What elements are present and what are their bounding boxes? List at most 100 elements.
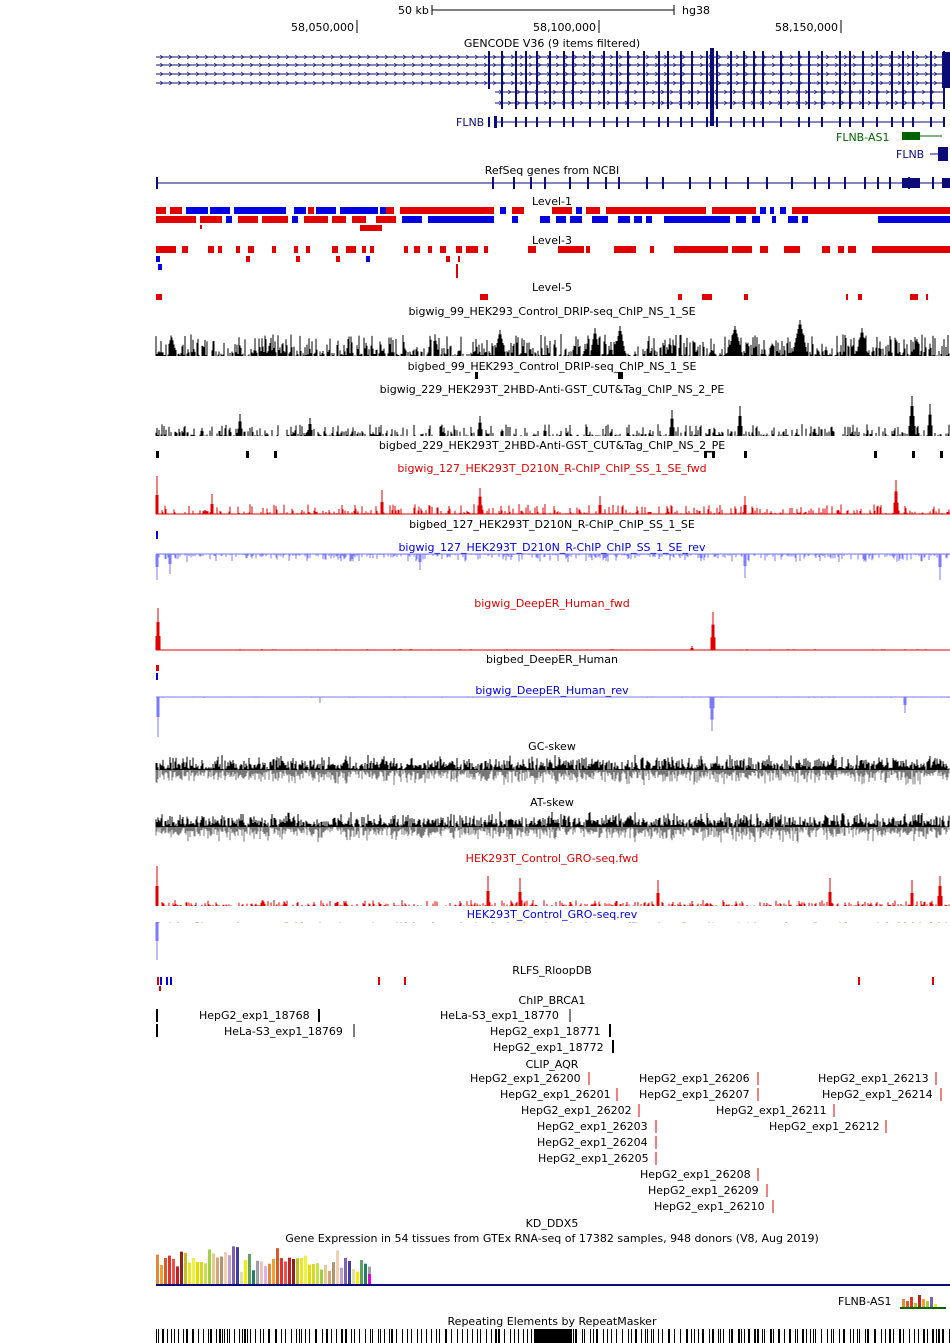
level-feature <box>926 294 928 300</box>
deeper-rev-track[interactable]: bigwig_DeepER_Human_rev <box>156 684 950 737</box>
bigwig-99-track[interactable]: bigwig_99_HEK293_Control_DRIP-seq_ChIP_N… <box>155 305 950 356</box>
repeat-element <box>451 1329 452 1343</box>
bed-feature[interactable] <box>156 531 158 539</box>
exon <box>616 97 618 109</box>
gtex-tissue-bar <box>922 1299 925 1307</box>
exon <box>680 51 682 63</box>
exon <box>488 59 490 71</box>
flnb-as1-feature[interactable] <box>902 132 920 140</box>
exon <box>563 97 565 109</box>
feature-label[interactable]: HepG2_exp1_26200 <box>470 1072 581 1085</box>
feature-label[interactable]: HepG2_exp1_26205 <box>538 1152 649 1165</box>
clip-aqr-track[interactable]: CLIP_AQR HepG2_exp1_26200 HepG2_exp1_2620… <box>470 1058 942 1213</box>
level-feature <box>712 207 756 214</box>
gc-skew-track[interactable]: GC-skew <box>155 740 950 785</box>
level-feature <box>316 207 336 214</box>
bed-feature[interactable] <box>156 665 159 671</box>
gencode-transcripts[interactable] <box>156 48 950 128</box>
base-position-ruler[interactable]: 50 kb hg38 58,050,000 58,100,000 58,150,… <box>291 4 842 34</box>
refseq-transcript[interactable] <box>156 177 950 189</box>
bed-feature[interactable] <box>618 372 623 379</box>
feature-label[interactable]: HeLa-S3_exp1_18769 <box>224 1025 343 1038</box>
exon <box>536 117 538 127</box>
feature-label[interactable]: HepG2_exp1_26207 <box>639 1088 750 1101</box>
gtex-tissue-bar <box>914 1303 917 1307</box>
bigwig-127-rev-track[interactable]: bigwig_127_HEK293T_D210N_R-ChIP_ChIP_SS_… <box>155 541 950 580</box>
track-title: HEK293T_Control_GRO-seq.fwd <box>466 852 639 865</box>
gro-seq-rev-track[interactable]: HEK293T_Control_GRO-seq.rev <box>155 908 947 960</box>
refseq-track[interactable]: RefSeq genes from NCBI <box>156 164 950 189</box>
track-title: bigwig_229_HEK293T_2HBD-Anti-GST_CUT&Tag… <box>380 383 725 396</box>
bigwig-229-track[interactable]: bigwig_229_HEK293T_2HBD-Anti-GST_CUT&Tag… <box>155 383 950 436</box>
level-feature <box>552 207 572 214</box>
gro-seq-fwd-track[interactable]: HEK293T_Control_GRO-seq.fwd <box>155 852 950 906</box>
bigbed-99-track[interactable]: bigbed_99_HEK293_Control_DRIP-seq_ChIP_N… <box>408 360 697 379</box>
feature-label[interactable]: HepG2_exp1_26206 <box>639 1072 750 1085</box>
feature-label[interactable]: HepG2_exp1_26208 <box>640 1168 751 1181</box>
track-title: Gene Expression in 54 tissues from GTEx … <box>285 1232 819 1245</box>
repeat-element <box>731 1329 733 1343</box>
feature-label[interactable]: HepG2_exp1_18771 <box>490 1025 601 1038</box>
gtex-tissue-bar <box>216 1257 219 1284</box>
bigbed-229-track[interactable]: bigbed_229_HEK293T_2HBD-Anti-GST_CUT&Tag… <box>156 439 943 458</box>
level-feature <box>614 246 636 253</box>
signal-bars <box>155 476 950 514</box>
repeat-element <box>859 1329 860 1343</box>
bed-feature[interactable] <box>475 372 478 379</box>
level-feature <box>332 216 346 223</box>
feature-label[interactable]: HepG2_exp1_26214 <box>822 1088 933 1101</box>
level-5-track[interactable]: Level-5 <box>156 281 928 300</box>
repeat-element <box>748 1329 750 1343</box>
feature-label[interactable]: HepG2_exp1_26213 <box>818 1072 929 1085</box>
feature-label[interactable]: HepG2_exp1_26212 <box>769 1120 880 1133</box>
deeper-bigbed-track[interactable]: bigbed_DeepER_Human <box>156 653 618 680</box>
feature-label[interactable]: HepG2_exp1_26204 <box>537 1136 648 1149</box>
exon <box>808 68 810 80</box>
gtex-track[interactable]: Gene Expression in 54 tissues from GTEx … <box>156 1232 950 1309</box>
exon <box>808 51 810 63</box>
exon <box>603 97 605 109</box>
level-3-track[interactable]: Level-3 <box>156 234 950 278</box>
repeat-element <box>686 1329 688 1343</box>
repeat-element <box>229 1329 230 1343</box>
level-feature <box>484 246 488 253</box>
feature-label[interactable]: HepG2_exp1_26203 <box>537 1120 648 1133</box>
feature-label[interactable]: HepG2_exp1_18768 <box>199 1009 310 1022</box>
level-1-track[interactable]: Level-1 <box>156 195 950 231</box>
gtex-tissue-bar <box>164 1257 167 1284</box>
rlfs-track[interactable]: RLFS_RloopDB <box>157 964 934 991</box>
feature-label[interactable]: HepG2_exp1_26211 <box>716 1104 827 1117</box>
feature-label[interactable]: HepG2_exp1_26210 <box>654 1200 765 1213</box>
bed-feature[interactable] <box>156 673 158 680</box>
bigbed-127-track[interactable]: bigbed_127_HEK293T_D210N_R-ChIP_ChIP_SS_… <box>156 518 695 539</box>
feature-label[interactable]: HepG2_exp1_26202 <box>521 1104 632 1117</box>
repeat-element <box>909 1329 910 1343</box>
gtex-gene-label[interactable]: FLNB-AS1 <box>838 1295 891 1308</box>
level-feature <box>736 216 746 223</box>
feature-label[interactable]: HepG2_exp1_18772 <box>493 1041 604 1054</box>
deeper-fwd-track[interactable]: bigwig_DeepER_Human_fwd <box>155 597 950 651</box>
repeatmasker-track[interactable]: Repeating Elements by RepeatMasker <box>156 1315 950 1343</box>
exon <box>753 68 755 80</box>
feature-label[interactable]: HepG2_exp1_26209 <box>648 1184 759 1197</box>
exon <box>616 68 618 80</box>
kd-ddx5-track[interactable]: KD_DDX5 <box>526 1217 579 1230</box>
repeat-element <box>622 1329 623 1343</box>
repeat-element <box>653 1329 654 1343</box>
bigwig-127-fwd-track[interactable]: bigwig_127_HEK293T_D210N_R-ChIP_ChIP_SS_… <box>155 462 950 515</box>
exon <box>839 51 841 63</box>
gene-label-flnb-as1[interactable]: FLNB-AS1 <box>836 131 889 144</box>
gene-label-flnb[interactable]: FLNB <box>456 116 484 129</box>
feature-label[interactable]: HeLa-S3_exp1_18770 <box>440 1009 559 1022</box>
level-feature <box>592 216 608 223</box>
repeat-element <box>210 1329 212 1343</box>
exon <box>501 86 503 98</box>
at-skew-track[interactable]: AT-skew <box>155 796 950 843</box>
exon <box>942 78 950 88</box>
track-title: bigbed_DeepER_Human <box>486 653 618 666</box>
feature-label[interactable]: HepG2_exp1_26201 <box>500 1088 611 1101</box>
gencode-track[interactable]: GENCODE V36 (9 items filtered) FLNB FLNB… <box>156 37 950 161</box>
chip-brca1-track[interactable]: ChIP_BRCA1 HepG2_exp1_18768 HeLa-S3_exp1… <box>156 994 614 1054</box>
gene-label-flnb-2[interactable]: FLNB <box>896 148 924 161</box>
